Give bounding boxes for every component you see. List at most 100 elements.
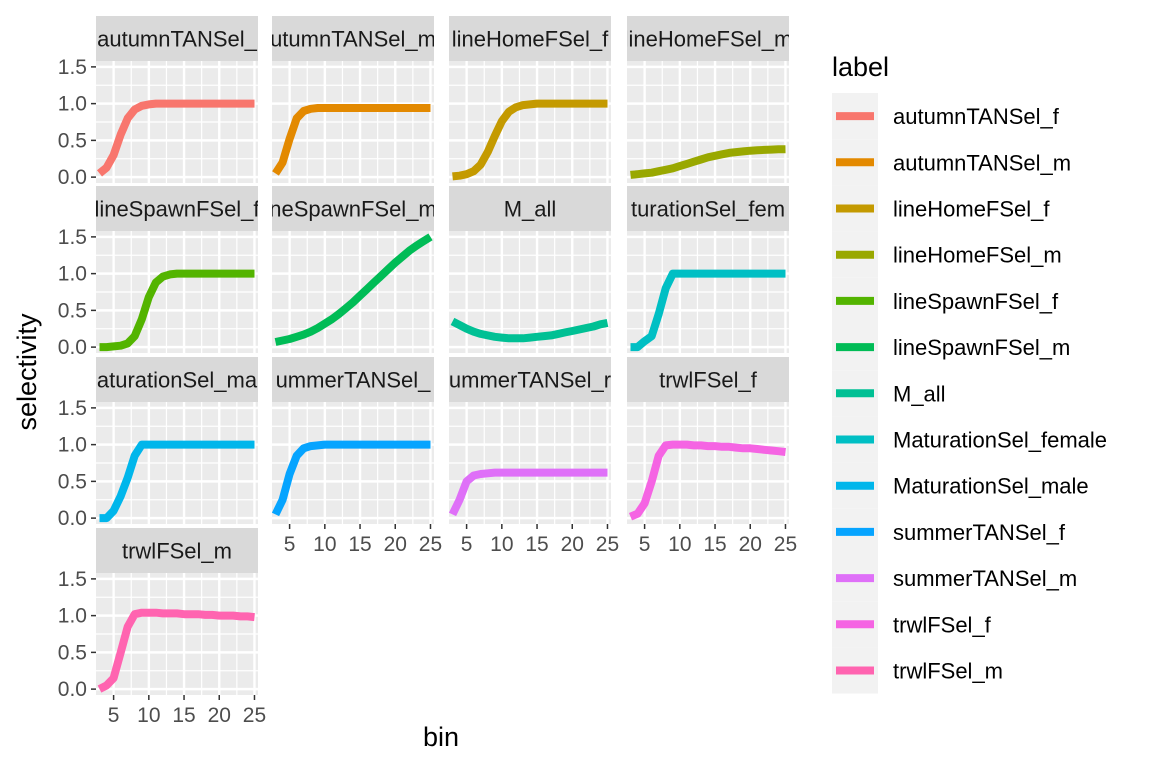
series-line — [450, 317, 609, 343]
series-line — [99, 440, 255, 523]
x-tick-label: 20 — [208, 704, 231, 727]
facet-strip-label: lineSpawnFSel_f — [94, 197, 260, 222]
facet-strip-label: ummerTANSel_ — [276, 368, 432, 393]
series-line — [628, 440, 786, 521]
facet-panel: ummerTANSel_r 5 10 15 20 25 — [449, 357, 619, 556]
facet-strip-label: turationSel_fem — [631, 197, 785, 222]
y-tick-label: 0.0 — [58, 336, 87, 359]
facet-panel: turationSel_fem — [627, 186, 789, 353]
legend-item: M_all — [832, 370, 946, 417]
facet-strip — [96, 186, 258, 231]
x-tick-label: 20 — [384, 533, 407, 556]
facet-panel: autumnTANSel_ 0.0 0.5 1.0 1.5 — [58, 16, 258, 189]
legend-item: lineSpawnFSel_f — [832, 277, 1059, 324]
y-tick-label: 1.0 — [58, 263, 87, 286]
legend-item: autumnTANSel_m — [832, 139, 1071, 186]
x-tick-label: 25 — [774, 533, 797, 556]
legend: label autumnTANSel_f autumnTANSel_m lineHo… — [832, 52, 1107, 694]
facet-strip-label: aturationSel_ma — [97, 368, 258, 393]
facet-strip-label: autumnTANSel_ — [97, 27, 258, 52]
series-line — [274, 233, 433, 346]
facet-strip-label: trwlFSel_m — [122, 539, 232, 564]
facet-strip-label: trwlFSel_f — [659, 368, 758, 393]
legend-item: lineSpawnFSel_m — [832, 324, 1070, 371]
facet-panel: trwlFSel_f 5 10 15 20 25 — [627, 357, 797, 556]
legend-item: trwlFSel_m — [832, 647, 1003, 694]
facet-strip — [627, 16, 789, 61]
series-line — [97, 608, 255, 693]
y-tick-label: 1.5 — [58, 397, 87, 420]
series-line — [452, 99, 608, 181]
legend-label: MaturationSel_male — [893, 474, 1089, 499]
legend-title: label — [832, 52, 889, 82]
y-tick-label: 1.0 — [58, 93, 87, 116]
facet-strip — [272, 357, 434, 402]
x-tick-label: 10 — [490, 533, 513, 556]
facet-panel: aturationSel_ma 0.0 0.5 1.0 1.5 — [58, 357, 258, 530]
legend-label: lineSpawnFSel_m — [893, 335, 1070, 360]
series-line — [272, 440, 431, 517]
y-tick-label: 1.0 — [58, 605, 87, 628]
facet-panel: lineHomeFSel_f — [449, 16, 611, 183]
facet-strip-label: ummerTANSel_r — [449, 368, 611, 393]
x-tick-label: 5 — [461, 533, 473, 556]
y-tick-label: 0.0 — [58, 678, 87, 701]
legend-label: lineSpawnFSel_f — [893, 289, 1059, 314]
y-axis-title: selectivity — [12, 313, 42, 431]
x-tick-label: 20 — [561, 533, 584, 556]
facet-panel: utumnTANSel_m — [270, 16, 436, 183]
legend-item: MaturationSel_female — [832, 416, 1107, 463]
legend-item: MaturationSel_male — [832, 462, 1089, 509]
y-tick-label: 0.0 — [58, 166, 87, 189]
facet-strip — [627, 357, 789, 402]
facet-strip — [96, 528, 258, 573]
x-axis-title: bin — [423, 722, 459, 752]
legend-item: trwlFSel_f — [832, 601, 992, 648]
facet-strip-label: lineHomeFSel_m — [624, 27, 793, 52]
x-tick-label: 10 — [668, 533, 691, 556]
legend-item: autumnTANSel_f — [832, 93, 1060, 140]
facet-panel: neSpawnFSel_m — [269, 186, 437, 353]
facet-strip-label: neSpawnFSel_m — [269, 197, 437, 222]
legend-label: summerTANSel_m — [893, 566, 1077, 591]
legend-item: summerTANSel_m — [832, 555, 1077, 602]
facet-strip-label: M_all — [504, 197, 557, 222]
legend-label: summerTANSel_f — [893, 520, 1066, 545]
y-tick-label: 1.5 — [58, 226, 87, 249]
facet-panel: M_all — [449, 186, 611, 353]
y-tick-label: 1.0 — [58, 434, 87, 457]
facet-strip — [96, 357, 258, 402]
x-tick-label: 15 — [525, 533, 548, 556]
facet-strip — [96, 16, 258, 61]
y-tick-label: 1.5 — [58, 56, 87, 79]
facet-strip — [449, 357, 611, 402]
facet-strip-label: utumnTANSel_m — [270, 27, 436, 52]
y-tick-label: 0.0 — [58, 507, 87, 530]
x-tick-label: 25 — [419, 533, 442, 556]
x-tick-label: 10 — [137, 704, 160, 727]
x-tick-label: 20 — [739, 533, 762, 556]
x-tick-label: 5 — [639, 533, 651, 556]
facet-strip-label: lineHomeFSel_f — [452, 27, 609, 52]
legend-label: lineHomeFSel_m — [893, 243, 1062, 268]
legend-item: lineHomeFSel_m — [832, 231, 1062, 278]
series-line — [99, 269, 255, 352]
facet-panel: lineSpawnFSel_f 0.0 0.5 1.0 1.5 — [58, 186, 260, 359]
facet-strip — [272, 16, 434, 61]
y-tick-label: 0.5 — [58, 299, 87, 322]
series-line — [96, 99, 255, 177]
facet-panel: trwlFSel_m 0.0 0.5 1.0 1.5 5 10 15 20 25 — [58, 528, 266, 727]
legend-label: M_all — [893, 381, 946, 406]
legend-label: trwlFSel_f — [893, 612, 992, 637]
x-tick-label: 25 — [596, 533, 619, 556]
legend-label: MaturationSel_female — [893, 428, 1107, 453]
x-tick-label: 15 — [172, 704, 195, 727]
legend-item: summerTANSel_f — [832, 508, 1066, 555]
y-tick-label: 0.5 — [58, 470, 87, 493]
x-tick-label: 5 — [284, 533, 296, 556]
y-tick-label: 1.5 — [58, 568, 87, 591]
series-line — [630, 145, 786, 179]
x-tick-label: 25 — [243, 704, 266, 727]
